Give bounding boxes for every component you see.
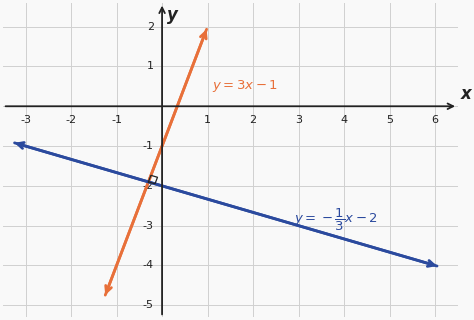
Text: 5: 5 <box>386 115 393 125</box>
Text: $y = 3x - 1$: $y = 3x - 1$ <box>212 78 278 94</box>
Text: 2: 2 <box>147 22 154 32</box>
Text: -5: -5 <box>143 300 154 310</box>
Text: 2: 2 <box>249 115 256 125</box>
Text: 6: 6 <box>432 115 438 125</box>
Text: -1: -1 <box>143 141 154 151</box>
Text: -2: -2 <box>143 181 154 191</box>
Text: x: x <box>461 85 472 103</box>
Text: -3: -3 <box>20 115 31 125</box>
Text: -4: -4 <box>143 260 154 270</box>
Text: 1: 1 <box>147 61 154 71</box>
Text: y: y <box>167 6 177 24</box>
Text: -1: -1 <box>111 115 122 125</box>
Text: 3: 3 <box>295 115 302 125</box>
Text: -3: -3 <box>143 221 154 231</box>
Text: -2: -2 <box>65 115 77 125</box>
Text: 1: 1 <box>204 115 211 125</box>
Text: 4: 4 <box>340 115 348 125</box>
Text: $y = -\dfrac{1}{3}x - 2$: $y = -\dfrac{1}{3}x - 2$ <box>294 207 378 233</box>
